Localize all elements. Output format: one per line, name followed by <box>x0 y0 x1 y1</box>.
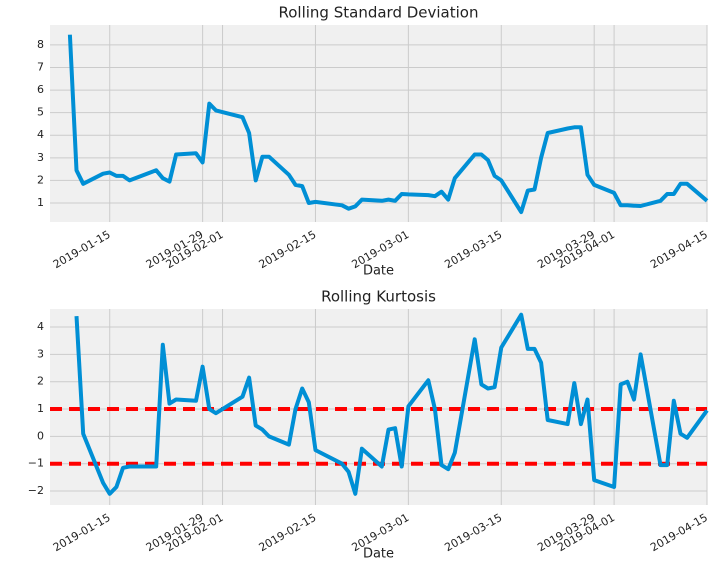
y-tick-label: 1 <box>37 196 44 209</box>
y-tick-label: 0 <box>37 429 44 442</box>
chart-title: Rolling Standard Deviation <box>279 4 479 22</box>
y-tick-label: 4 <box>37 320 44 333</box>
y-tick-label: −2 <box>28 484 44 497</box>
y-tick-label: 8 <box>37 38 44 51</box>
y-tick-label: 3 <box>37 347 44 360</box>
y-tick-label: 3 <box>37 151 44 164</box>
x-tick-label: 2019-04-15 <box>648 228 710 271</box>
plot-area <box>50 25 707 222</box>
x-tick-label: 2019-01-15 <box>51 228 113 271</box>
y-tick-label: 4 <box>37 128 44 141</box>
x-tick-label: 2019-03-15 <box>442 511 504 554</box>
data-line <box>74 312 709 496</box>
x-tick-label: 2019-03-15 <box>442 228 504 271</box>
x-tick-label: 2019-02-15 <box>257 228 319 271</box>
x-axis-label: Date <box>363 264 394 279</box>
plot-area <box>50 309 707 505</box>
y-tick-label: 2 <box>37 375 44 388</box>
x-tick-label: 2019-01-15 <box>51 511 113 554</box>
y-tick-label: 6 <box>37 83 44 96</box>
data-line <box>67 34 709 215</box>
y-tick-label: −1 <box>28 457 44 470</box>
y-tick-label: 2 <box>37 173 44 186</box>
chart-title: Rolling Kurtosis <box>321 288 436 306</box>
x-tick-label: 2019-04-15 <box>648 511 710 554</box>
x-tick-label: 2019-02-15 <box>257 511 319 554</box>
y-tick-label: 7 <box>37 60 44 73</box>
y-tick-label: 5 <box>37 106 44 119</box>
y-tick-label: 1 <box>37 402 44 415</box>
x-axis-label: Date <box>363 547 394 562</box>
